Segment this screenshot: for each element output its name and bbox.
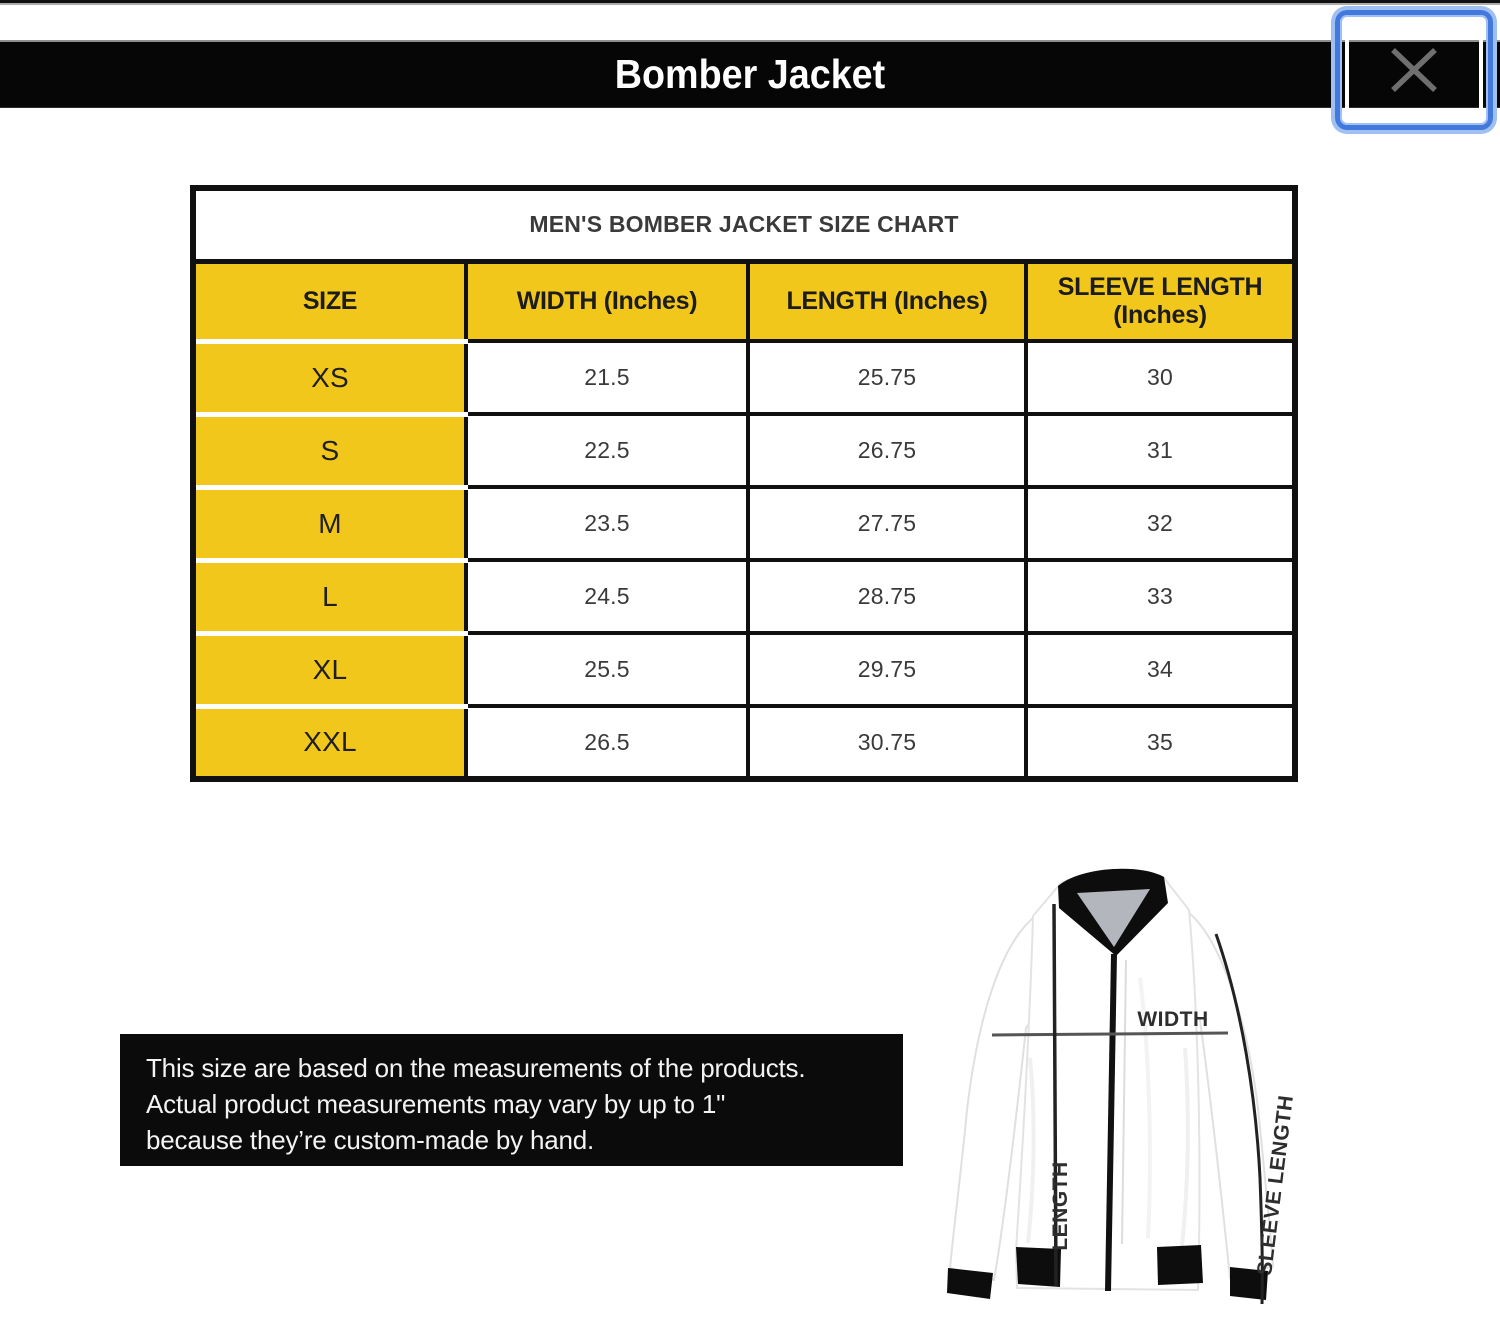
length-cell: 27.75 [746, 485, 1028, 562]
disclaimer-line: because they’re custom-made by hand. [146, 1125, 595, 1155]
size-cell: M [191, 484, 468, 563]
width-cell: 23.5 [464, 485, 750, 562]
column-header-size: SIZE [191, 259, 468, 344]
width-cell: 24.5 [464, 558, 750, 635]
jacket-zipper [1105, 953, 1117, 1292]
width-cell: 26.5 [464, 704, 750, 781]
jacket-collar-lining [1077, 889, 1150, 947]
table-row: S 22.5 26.75 31 [191, 411, 1298, 490]
table-title-row: MEN'S BOMBER JACKET SIZE CHART [190, 186, 1298, 264]
width-cell: 25.5 [464, 631, 750, 708]
column-header-sleeve: SLEEVE LENGTH (Inches) [1023, 259, 1298, 343]
width-cell: 22.5 [464, 412, 750, 489]
size-cell: XL [191, 630, 468, 709]
column-header-length: LENGTH (Inches) [746, 259, 1028, 343]
top-border [0, 0, 1500, 5]
table-row: XL 25.5 29.75 34 [191, 630, 1298, 709]
length-cell: 30.75 [746, 704, 1028, 781]
table-row: XS 21.5 25.75 30 [191, 338, 1298, 417]
close-button-frame [1345, 20, 1483, 120]
jacket-measurement-diagram: WIDTH LENGTH SLEEVE LENGTH [947, 868, 1298, 1305]
jacket-hem-left [1016, 1247, 1061, 1287]
size-chart-table: MEN'S BOMBER JACKET SIZE CHART SIZE WIDT… [190, 185, 1299, 782]
jacket-left-cuff [947, 1268, 993, 1299]
table-row: XXL 26.5 30.75 35 [191, 703, 1298, 781]
sleeve-cell: 34 [1023, 631, 1298, 708]
table-header-row: SIZE WIDTH (Inches) LENGTH (Inches) SLEE… [191, 259, 1298, 344]
length-cell: 25.75 [746, 339, 1028, 416]
length-cell: 29.75 [746, 631, 1028, 708]
sleeve-cell: 31 [1023, 412, 1298, 489]
sleeve-measure-line [1214, 933, 1264, 1305]
width-measure-line [991, 1031, 1229, 1037]
length-label: LENGTH [1049, 1161, 1072, 1250]
size-cell: S [191, 411, 468, 490]
width-label: WIDTH [1137, 1008, 1208, 1031]
table-row: L 24.5 28.75 33 [191, 557, 1298, 636]
sleeve-cell: 32 [1023, 485, 1298, 562]
wrinkle [1138, 977, 1152, 1239]
length-cell: 28.75 [746, 558, 1028, 635]
sleeve-cell: 30 [1023, 339, 1298, 416]
modal-title-bar: Bomber Jacket [0, 40, 1500, 108]
disclaimer-line: This size are based on the measurements … [146, 1053, 806, 1083]
disclaimer-box: This size are based on the measurements … [120, 1034, 903, 1166]
length-cell: 26.75 [746, 412, 1028, 489]
modal-title: Bomber Jacket [614, 51, 886, 97]
jacket-hem-right [1157, 1245, 1203, 1285]
column-header-width: WIDTH (Inches) [464, 259, 750, 343]
size-cell: XXL [191, 703, 468, 781]
jacket-right-cuff [1230, 1267, 1268, 1300]
size-cell: XS [191, 338, 468, 417]
disclaimer-line: Actual product measurements may vary by … [146, 1089, 726, 1119]
size-cell: L [191, 557, 468, 636]
size-chart-title: MEN'S BOMBER JACKET SIZE CHART [190, 186, 1298, 264]
table-row: M 23.5 27.75 32 [191, 484, 1298, 563]
close-icon [1391, 48, 1437, 92]
jacket-placket-line [1121, 959, 1127, 1245]
close-button[interactable] [1335, 10, 1493, 130]
length-measure-line [1052, 903, 1058, 1287]
width-cell: 21.5 [464, 339, 750, 416]
wrinkle [1180, 1047, 1190, 1247]
wrinkle [1026, 1057, 1036, 1244]
sleeve-cell: 35 [1023, 704, 1298, 781]
jacket-left-sleeve [948, 915, 1042, 1282]
sleeve-cell: 33 [1023, 558, 1298, 635]
